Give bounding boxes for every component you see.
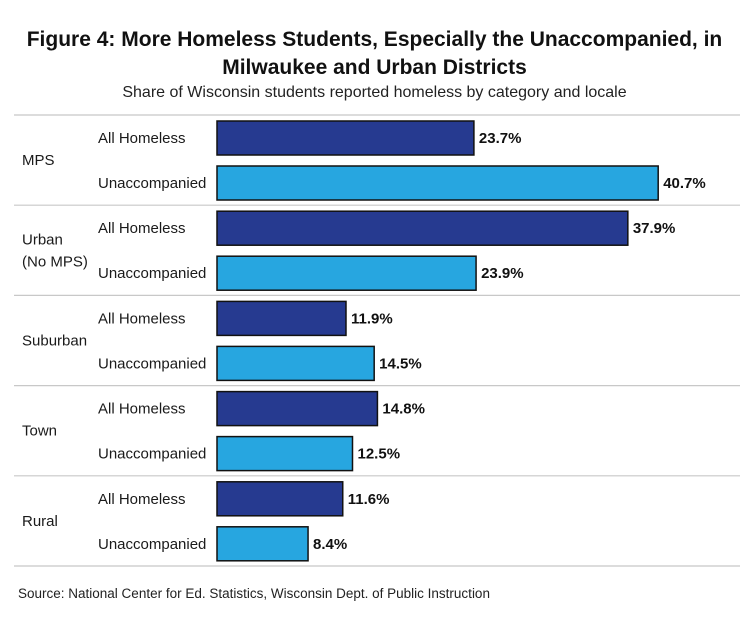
- data-label: 40.7%: [663, 175, 706, 192]
- bar-unaccompanied: [216, 526, 309, 562]
- bar-unaccompanied: [216, 435, 354, 472]
- data-label: 23.7%: [479, 130, 522, 147]
- category-label: Unaccompanied: [98, 536, 206, 553]
- data-label: 14.8%: [382, 401, 425, 418]
- category-label: All Homeless: [98, 310, 186, 327]
- data-label: 11.6%: [348, 491, 390, 508]
- source-note: Source: National Center for Ed. Statisti…: [18, 586, 490, 601]
- category-label: Unaccompanied: [98, 446, 206, 463]
- data-label: 37.9%: [633, 220, 676, 237]
- category-label: Unaccompanied: [98, 175, 206, 192]
- bar-unaccompanied: [216, 255, 477, 291]
- bar-all-homeless: [216, 481, 344, 517]
- data-label: 11.9%: [351, 310, 393, 327]
- chart-title-line-2: Milwaukee and Urban Districts: [222, 56, 527, 79]
- data-label: 12.5%: [358, 446, 401, 463]
- chart-title-line-1: Figure 4: More Homeless Students, Especi…: [26, 28, 723, 51]
- bar-all-homeless: [216, 210, 629, 246]
- data-label: 23.9%: [481, 265, 524, 282]
- group-label: MPS: [22, 152, 55, 169]
- bar-unaccompanied: [216, 345, 375, 382]
- group-label: Suburban: [22, 333, 87, 350]
- category-label: Unaccompanied: [98, 355, 206, 372]
- bar-all-homeless: [216, 390, 379, 427]
- data-label: 14.5%: [379, 355, 422, 372]
- group-label: Urban (No MPS): [22, 231, 88, 270]
- bar-all-homeless: [216, 120, 475, 156]
- category-label: All Homeless: [98, 401, 186, 418]
- category-label: All Homeless: [98, 491, 186, 508]
- bar-all-homeless: [216, 300, 347, 337]
- group-label: Town: [22, 423, 57, 440]
- data-label: 8.4%: [313, 536, 347, 553]
- group-label: Rural: [22, 513, 58, 530]
- category-label: All Homeless: [98, 220, 186, 237]
- chart-subtitle: Share of Wisconsin students reported hom…: [122, 84, 627, 101]
- bar-unaccompanied: [216, 165, 659, 201]
- category-label: All Homeless: [98, 130, 186, 147]
- category-label: Unaccompanied: [98, 265, 206, 282]
